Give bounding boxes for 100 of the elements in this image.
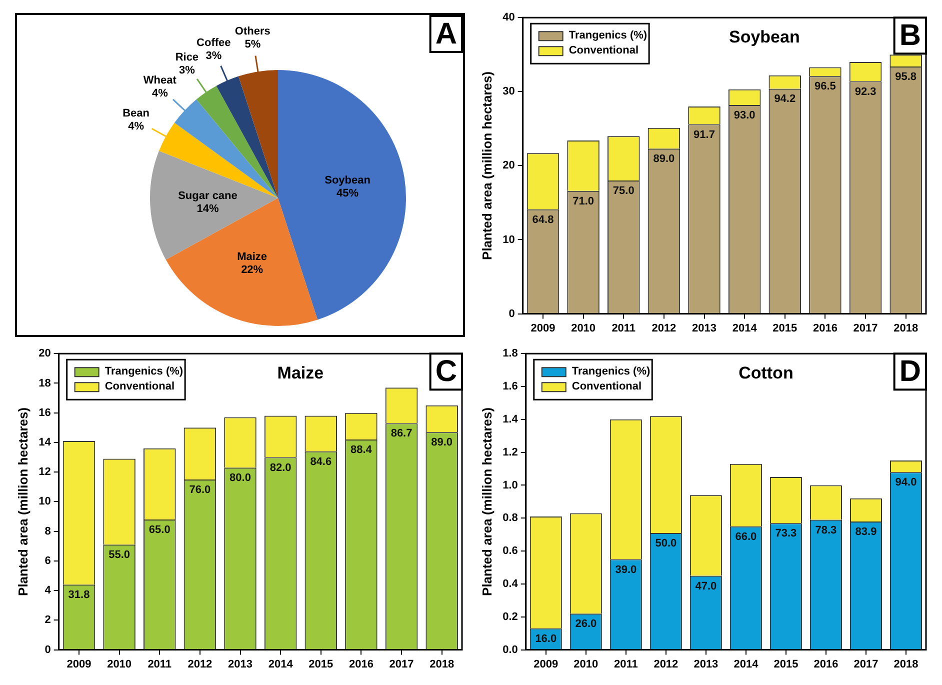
y-tick-label: 2: [44, 614, 51, 626]
y-tick-label: 20: [502, 160, 515, 172]
y-axis-title: Planted area (million hectares): [479, 407, 494, 596]
x-tick-label: 2016: [348, 658, 374, 670]
y-tick-label: 20: [38, 348, 51, 360]
y-tick-label: 0.8: [502, 512, 518, 524]
y-axis-title: Planted area (million hectares): [479, 71, 494, 260]
x-tick-label: 2012: [652, 322, 676, 334]
annotation: 89.0: [431, 436, 453, 449]
annotation: 73.3: [775, 528, 797, 540]
annotation: 94.2: [774, 93, 796, 106]
y-tick-label: 0.0: [502, 644, 518, 656]
text: A: [435, 17, 458, 50]
y-tick-label: 30: [502, 86, 515, 98]
x-tick-label: 2015: [308, 658, 334, 670]
x-tick-label: 2018: [894, 658, 918, 670]
x-tick-label: 2010: [574, 658, 598, 670]
y-tick-label: 16: [38, 406, 51, 419]
annotation: 47.0: [695, 580, 717, 592]
y-tick-label: 10: [502, 234, 515, 246]
x-tick-label: 2017: [389, 658, 414, 670]
annotation: 50.0: [655, 537, 677, 550]
slice-label: Bean: [122, 107, 150, 120]
annotation: 64.8: [532, 214, 554, 226]
y-tick-label: 0: [508, 308, 515, 320]
annotation: B: [899, 18, 922, 52]
x-tick-label: 2013: [228, 658, 252, 670]
y-tick-label: 0: [44, 644, 51, 656]
text: Soybean: [728, 27, 800, 46]
x-tick-label: 2009: [530, 322, 556, 334]
text: Cotton: [738, 363, 794, 382]
x-tick-label: 2011: [148, 658, 172, 670]
annotation: 89.0: [653, 153, 675, 166]
x-tick-label: 2017: [854, 658, 878, 670]
annotation: 91.7: [694, 128, 715, 141]
x-tick-label: 2010: [571, 322, 596, 334]
annotation: 31.8: [68, 589, 90, 602]
slice-label: Rice: [175, 52, 199, 64]
x-tick-label: 2017: [853, 322, 878, 334]
legend-label: Conventional: [568, 44, 639, 57]
y-tick-label: 18: [38, 377, 51, 390]
annotation: 84.6: [310, 456, 332, 468]
x-tick-label: 2009: [534, 658, 558, 670]
annotation: 39.0: [615, 564, 637, 576]
y-tick-label: 0.2: [502, 610, 518, 623]
annotation: 55.0: [108, 549, 130, 562]
slice-label: Maize: [237, 250, 268, 263]
data-label: 4%: [128, 120, 144, 132]
y-tick-label: 1.8: [502, 348, 518, 360]
slice-label: Sugar cane: [178, 190, 238, 202]
legend-label: Trangenics (%): [104, 366, 184, 378]
data-label: 5%: [244, 38, 261, 51]
x-tick-label: 2018: [430, 658, 454, 670]
x-tick-label: 2014: [732, 322, 758, 334]
x-tick-label: 2011: [614, 658, 638, 670]
annotation: 92.3: [854, 86, 876, 98]
data-label: 3%: [206, 50, 222, 62]
y-axis-title: Planted area (million hectares): [15, 407, 30, 596]
x-tick-label: 2018: [894, 322, 918, 334]
annotation: 82.0: [270, 462, 292, 474]
y-tick-label: 1.0: [502, 479, 518, 492]
legend-label: Trangenics (%): [568, 30, 648, 42]
legend-label: Conventional: [104, 380, 175, 393]
x-tick-label: 2010: [107, 658, 132, 670]
y-tick-label: 1.6: [502, 380, 518, 393]
annotation: 86.7: [390, 428, 412, 440]
x-tick-label: 2016: [814, 658, 838, 670]
x-tick-label: 2012: [654, 658, 678, 670]
y-tick-label: 10: [38, 496, 51, 508]
annotation: 76.0: [189, 484, 211, 496]
legend-label: Trangenics (%): [572, 366, 650, 378]
data-label: 3%: [178, 64, 196, 77]
y-tick-label: 8: [44, 525, 51, 538]
x-tick-label: 2014: [268, 658, 294, 670]
data-label: 22%: [241, 264, 264, 276]
x-tick-label: 2011: [612, 322, 636, 334]
annotation: 75.0: [612, 185, 634, 198]
x-tick-label: 2016: [812, 322, 838, 334]
annotation: 95.8: [895, 71, 917, 84]
annotation: 71.0: [572, 195, 594, 208]
legend-label: Conventional: [572, 380, 642, 393]
y-tick-label: 12: [38, 466, 51, 478]
x-tick-label: 2012: [188, 658, 212, 670]
annotation: 83.9: [855, 526, 877, 538]
annotation: C: [435, 354, 458, 388]
x-tick-label: 2015: [774, 658, 798, 670]
data-label: 45%: [336, 188, 359, 200]
slice-label: Others: [234, 26, 270, 38]
annotation: 65.0: [148, 524, 170, 536]
y-tick-label: 14: [38, 436, 52, 448]
annotation: 16.0: [535, 632, 557, 645]
x-tick-label: 2013: [694, 658, 718, 670]
annotation: 66.0: [735, 530, 757, 543]
y-tick-label: 4: [44, 584, 52, 597]
annotation: 26.0: [575, 618, 597, 630]
y-tick-label: 0.6: [502, 545, 518, 558]
annotation: 94.0: [895, 476, 917, 489]
annotation: 96.5: [814, 80, 836, 93]
slice-label: Soybean: [324, 174, 371, 187]
annotation: 80.0: [230, 472, 251, 484]
